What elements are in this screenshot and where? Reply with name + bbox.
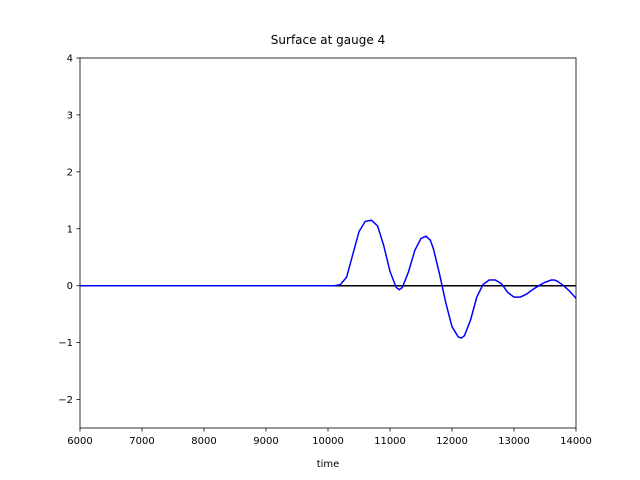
chart-title: Surface at gauge 4 <box>271 33 385 47</box>
data-line <box>80 219 577 339</box>
x-tick-label: 6000 <box>67 436 92 447</box>
y-tick-label: −1 <box>58 338 73 349</box>
x-tick-label: 10000 <box>312 436 344 447</box>
y-tick-label: 1 <box>67 224 73 235</box>
x-tick-label: 13000 <box>498 436 530 447</box>
y-tick-label: 3 <box>67 110 73 121</box>
x-tick-label: 12000 <box>436 436 468 447</box>
x-axis-label: time <box>317 459 340 470</box>
x-tick-label: 9000 <box>253 436 278 447</box>
x-tick-label: 8000 <box>191 436 216 447</box>
y-tick-label: 4 <box>67 54 73 65</box>
y-tick-label: −2 <box>58 395 73 406</box>
x-tick-label: 7000 <box>129 436 154 447</box>
x-tick-label: 14000 <box>560 436 592 447</box>
y-tick-label: 2 <box>67 167 73 178</box>
plot-frame <box>79 57 577 429</box>
y-tick-label: 0 <box>67 281 73 292</box>
x-tick-label: 11000 <box>374 436 406 447</box>
